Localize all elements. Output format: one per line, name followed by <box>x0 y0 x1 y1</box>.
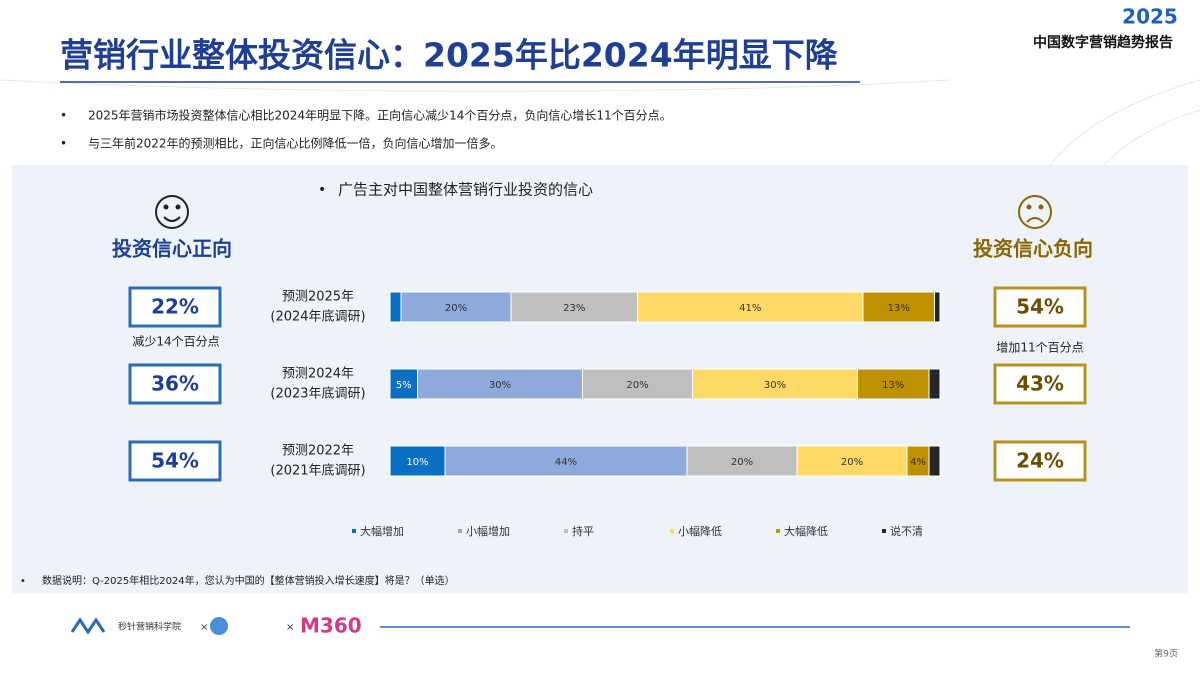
positive-label: 投资信心正向 <box>112 237 232 261</box>
bullet-dot: • <box>60 137 67 151</box>
bullet: 2025年营销市场投资整体信心相比2024年明显下降。正向信心减少14个百分点，… <box>88 108 672 123</box>
value-label: 44% <box>555 457 577 468</box>
value-box-label: 54% <box>1016 295 1064 319</box>
brand-year: 2025 <box>1122 5 1178 29</box>
legend-swatch <box>564 529 568 533</box>
legend-swatch <box>352 529 356 533</box>
logo-text: M360 <box>300 614 362 638</box>
bar-segment <box>928 368 941 400</box>
logo-text: 秒针营销科学院 <box>118 621 181 633</box>
legend-label: 持平 <box>572 524 594 538</box>
legend-swatch <box>776 529 780 533</box>
bullet-dot: • <box>60 109 67 123</box>
bar-segment <box>862 291 935 323</box>
bar-segment <box>582 368 693 400</box>
value-box-label: 43% <box>1016 372 1064 396</box>
logo-sep: × <box>200 622 208 633</box>
category-sublabel: (2021年底调研) <box>270 463 365 479</box>
logo-sep: × <box>286 622 294 633</box>
category-label: 预测2025年 <box>282 290 354 305</box>
legend-swatch <box>458 529 462 533</box>
bar-segment <box>934 291 941 323</box>
logo-mark <box>70 617 106 635</box>
bar-segment <box>389 368 418 400</box>
value-box <box>993 363 1087 405</box>
value-label: 13% <box>888 303 910 314</box>
value-label: 4% <box>910 457 926 468</box>
value-box <box>993 440 1087 482</box>
value-box-label: 24% <box>1016 449 1064 473</box>
value-label: 20% <box>731 457 753 468</box>
frown-icon <box>1018 195 1052 229</box>
value-label: 41% <box>739 303 761 314</box>
smiley-icon <box>155 195 189 229</box>
negative-note: 增加11个百分点 <box>996 341 1083 355</box>
value-box-label: 54% <box>151 449 199 473</box>
legend-label: 小幅降低 <box>678 524 722 538</box>
category-label: 预测2022年 <box>282 444 354 459</box>
value-label: 10% <box>406 457 428 468</box>
bar-segment <box>389 291 402 323</box>
value-label: 30% <box>764 380 786 391</box>
value-box <box>128 363 222 405</box>
bullet-dot: • <box>20 576 26 587</box>
page-number: 第9页 <box>1154 648 1178 660</box>
category-sublabel: (2023年底调研) <box>270 386 365 402</box>
category-label: 预测2024年 <box>282 367 354 382</box>
bar-segment <box>389 445 446 477</box>
legend-label: 大幅降低 <box>784 524 828 538</box>
legend-swatch <box>882 529 886 533</box>
title: 营销行业整体投资信心：2025年比2024年明显下降 <box>60 36 839 75</box>
value-box <box>993 286 1087 328</box>
value-box-label: 36% <box>151 372 199 396</box>
bar-segment <box>637 291 864 323</box>
bullet-dot: • <box>318 182 326 198</box>
category-sublabel: (2024年底调研) <box>270 309 365 325</box>
value-label: 20% <box>626 380 648 391</box>
legend-label: 说不清 <box>890 524 923 538</box>
value-label: 5% <box>396 380 412 391</box>
bar-segment <box>400 291 512 323</box>
bar-segment <box>510 291 638 323</box>
value-label: 23% <box>563 303 585 314</box>
bar-segment <box>796 445 908 477</box>
legend-label: 大幅增加 <box>360 524 404 538</box>
bar-segment <box>692 368 858 400</box>
footnote: 数据说明：Q-2025年相比2024年，您认为中国的【整体营销投入增长速度】将是… <box>42 574 455 587</box>
value-box-label: 22% <box>151 295 199 319</box>
bar-segment <box>928 445 941 477</box>
value-label: 30% <box>489 380 511 391</box>
chart-title: 广告主对中国整体营销行业投资的信心 <box>338 181 593 199</box>
value-box <box>128 286 222 328</box>
bullet: 与三年前2022年的预测相比，正向信心比例降低一倍，负向信心增加一倍多。 <box>88 136 503 151</box>
value-label: 13% <box>882 380 904 391</box>
bar-segment <box>417 368 583 400</box>
negative-label: 投资信心负向 <box>973 237 1093 261</box>
brand-name: 中国数字营销趋势报告 <box>1033 34 1173 51</box>
value-box <box>128 440 222 482</box>
bar-segment <box>444 445 688 477</box>
legend-label: 小幅增加 <box>466 524 510 538</box>
bar-segment <box>686 445 798 477</box>
legend-swatch <box>670 529 674 533</box>
value-label: 20% <box>841 457 863 468</box>
value-label: 20% <box>445 303 467 314</box>
logo-mark <box>210 617 228 635</box>
positive-note: 减少14个百分点 <box>132 335 219 349</box>
